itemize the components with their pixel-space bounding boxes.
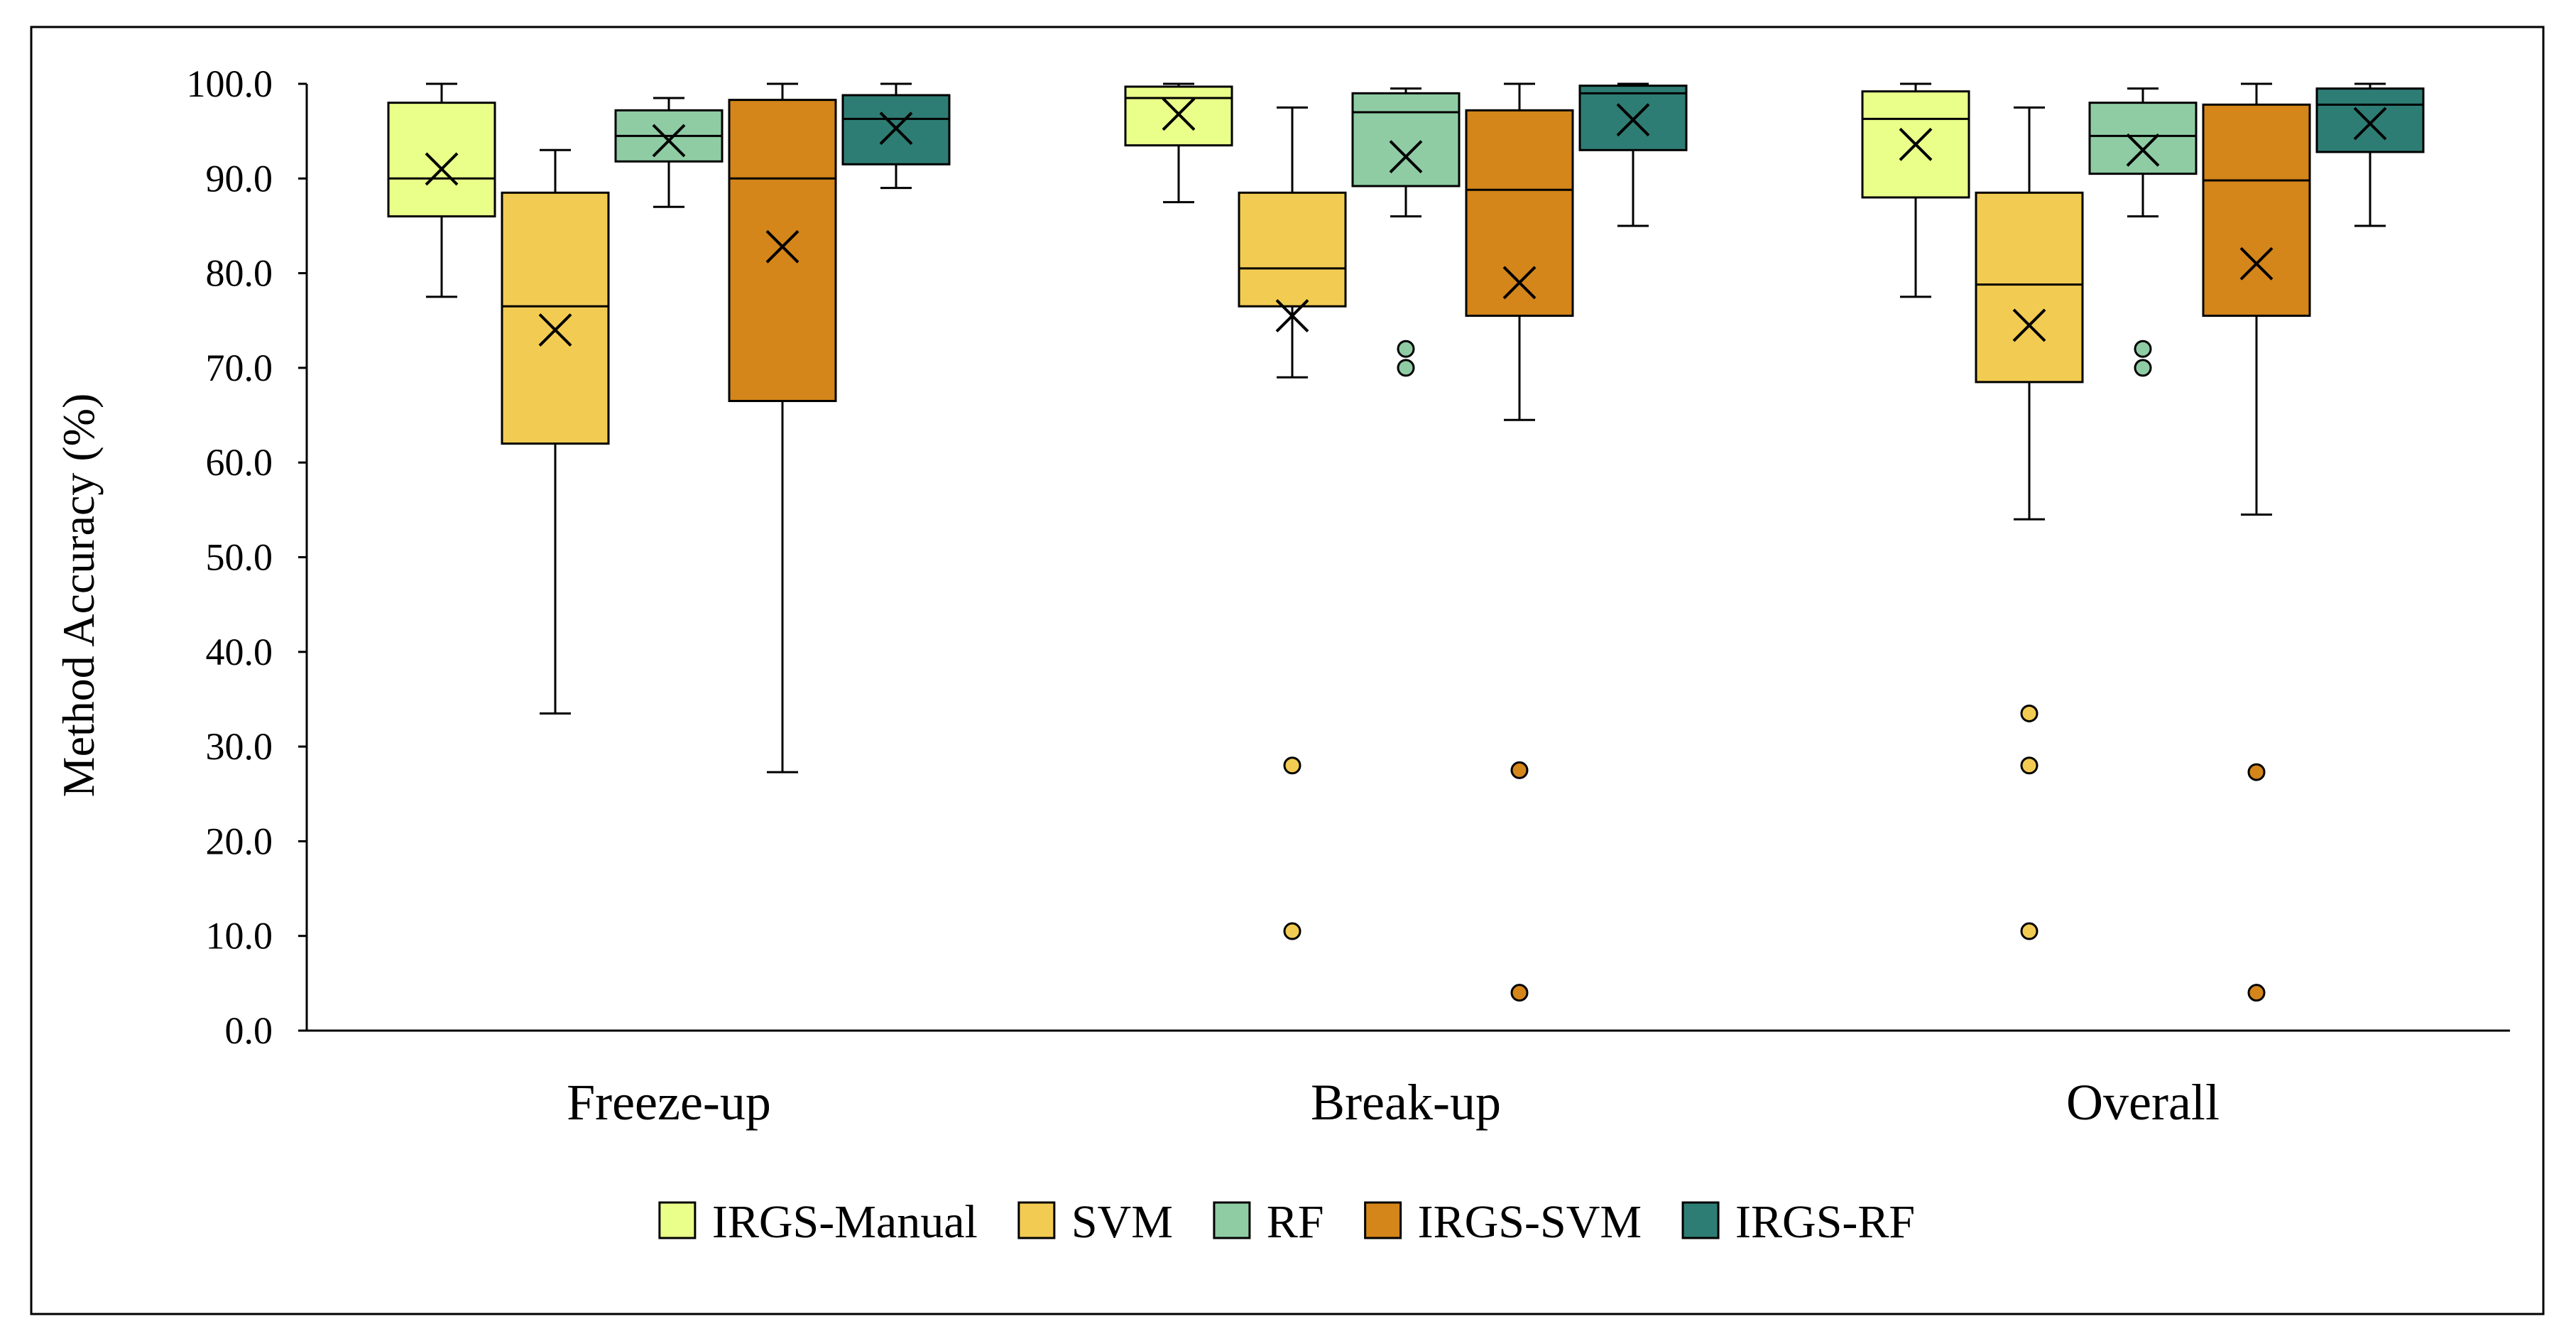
iqr-box [1238,191,1347,308]
mean-marker [652,124,686,158]
outlier-point [2020,922,2039,940]
box-rf-break-up [1351,87,1461,377]
legend-label: IRGS-RF [1735,1196,1915,1248]
box-svm-freeze-up [501,148,610,715]
legend-label: IRGS-Manual [712,1196,978,1248]
box-irgs-manual-break-up [1124,82,1233,204]
mean-marker [2239,246,2274,281]
legend-label: SVM [1071,1196,1173,1248]
outlier-point [2247,763,2266,781]
y-axis-title: Method Accuracy (%) [53,393,104,798]
legend-label: IRGS-SVM [1418,1196,1642,1248]
mean-marker [538,313,572,347]
box-irgs-rf-overall [2315,82,2425,227]
iqr-box [728,99,837,403]
y-tick-label: 50.0 [206,536,273,579]
box-irgs-rf-freeze-up [841,82,951,190]
mean-marker [1502,266,1537,300]
legend-label: RF [1267,1196,1324,1248]
outlier-point [1510,984,1529,1002]
iqr-box [501,191,610,445]
outlier-point [2134,359,2152,377]
iqr-box [1465,109,1574,317]
outlier-point [1397,340,1415,358]
legend-swatch-rf [1213,1201,1251,1239]
y-tick-label: 70.0 [206,347,273,389]
iqr-box [841,94,951,165]
box-irgs-svm-break-up [1465,82,1574,1002]
outlier-point [2247,984,2266,1002]
y-tick-label: 80.0 [206,252,273,295]
x-category-label: Overall [2066,1074,2220,1131]
mean-marker [425,152,459,186]
y-tick-label: 90.0 [206,157,273,200]
y-tick-label: 0.0 [225,1009,273,1052]
iqr-box [387,102,496,218]
iqr-box [1975,191,2084,384]
box-rf-overall [2088,87,2198,377]
legend-swatch-svm [1017,1201,1056,1239]
mean-marker [2353,107,2387,141]
mean-marker [1389,140,1423,174]
legend-swatch-irgs-rf [1681,1201,1720,1239]
outlier-point [2020,756,2039,775]
mean-marker [2126,133,2160,167]
mean-marker [1899,127,1933,161]
mean-marker [2012,308,2046,342]
box-svm-break-up [1238,106,1347,940]
x-category-label: Freeze-up [567,1074,771,1131]
mean-marker [879,112,913,146]
iqr-box [2202,103,2311,317]
y-tick-label: 30.0 [206,725,273,768]
y-tick-label: 20.0 [206,820,273,862]
outlier-point [1283,922,1301,940]
y-tick-label: 60.0 [206,441,273,484]
outlier-point [1283,756,1301,775]
y-tick-label: 10.0 [206,915,273,957]
box-irgs-svm-freeze-up [728,82,837,773]
outlier-point [2134,340,2152,358]
mean-marker [1275,299,1309,332]
box-irgs-manual-freeze-up [387,82,496,298]
outlier-point [1510,761,1529,779]
iqr-box [2315,87,2425,153]
box-irgs-manual-overall [1861,82,1970,298]
legend-swatch-irgs-manual [658,1201,697,1239]
outlier-point [2020,704,2039,722]
mean-marker [765,229,799,264]
iqr-box [1351,92,1461,188]
outlier-point [1397,359,1415,377]
y-tick-label: 40.0 [206,631,273,673]
box-irgs-svm-overall [2202,82,2311,1002]
box-rf-freeze-up [614,97,724,208]
mean-marker [1616,103,1650,137]
box-svm-overall [1975,106,2084,940]
y-tick-label: 100.0 [187,63,273,105]
legend-swatch-irgs-svm [1364,1201,1402,1239]
mean-marker [1162,97,1196,131]
iqr-box [2088,102,2198,175]
box-irgs-rf-break-up [1578,82,1688,227]
x-category-label: Break-up [1311,1074,1501,1131]
